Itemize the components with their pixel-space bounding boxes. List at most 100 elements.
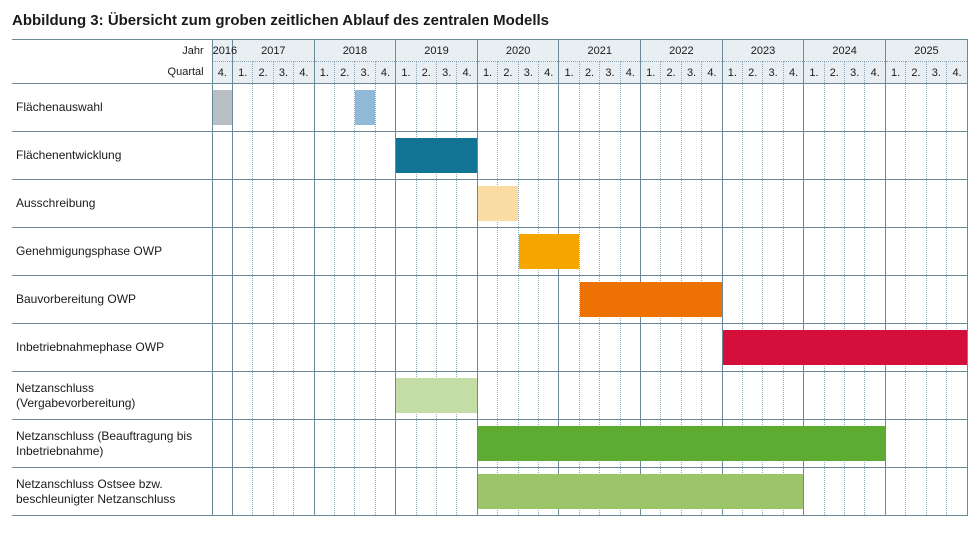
gantt-cell (477, 132, 497, 180)
gantt-cell (824, 180, 844, 228)
gantt-cell (457, 420, 477, 468)
gantt-cell (947, 420, 968, 468)
year-2018: 2018 (314, 40, 396, 62)
gantt-cell (743, 324, 763, 372)
gantt-bar-segment (580, 474, 600, 509)
gantt-cell (437, 84, 457, 132)
gantt-cell (865, 180, 885, 228)
gantt-cell (681, 180, 701, 228)
gantt-cell (579, 276, 599, 324)
gantt-cell (437, 420, 457, 468)
gantt-cell (906, 420, 926, 468)
gantt-cell (437, 228, 457, 276)
gantt-cell (681, 324, 701, 372)
gantt-cell (212, 180, 232, 228)
gantt-cell (641, 324, 661, 372)
gantt-cell (396, 276, 416, 324)
gantt-bar-segment (865, 330, 885, 365)
gantt-cell (865, 132, 885, 180)
gantt-cell (641, 180, 661, 228)
gantt-cell (294, 180, 314, 228)
gantt-cell (396, 228, 416, 276)
gantt-cell (273, 180, 293, 228)
gantt-cell (783, 372, 803, 420)
gantt-bar-segment (498, 426, 518, 461)
gantt-bar-segment (702, 282, 721, 317)
gantt-cell (763, 228, 783, 276)
gantt-bar-segment (498, 474, 518, 509)
gantt-cell (702, 84, 722, 132)
gantt-cell (743, 132, 763, 180)
gantt-cell (416, 84, 436, 132)
gantt-cell (273, 84, 293, 132)
gantt-bar-segment (600, 282, 620, 317)
gantt-cell (661, 180, 681, 228)
gantt-cell (498, 420, 518, 468)
gantt-cell (416, 276, 436, 324)
gantt-cell (926, 180, 946, 228)
gantt-bar-segment (519, 474, 539, 509)
gantt-cell (865, 420, 885, 468)
qtr-cell: 1. (559, 62, 579, 84)
gantt-cell (559, 84, 579, 132)
gantt-cell (335, 324, 355, 372)
gantt-cell (906, 84, 926, 132)
qtr-cell: 3. (763, 62, 783, 84)
gantt-cell (212, 372, 232, 420)
gantt-bar-segment (682, 282, 702, 317)
gantt-cell (906, 276, 926, 324)
gantt-bar-segment (825, 426, 845, 461)
gantt-cell (335, 180, 355, 228)
gantt-cell (620, 324, 640, 372)
gantt-cell (314, 324, 334, 372)
gantt-cell (783, 324, 803, 372)
gantt-cell (865, 372, 885, 420)
gantt-cell (620, 372, 640, 420)
gantt-cell (375, 420, 395, 468)
gantt-cell (661, 276, 681, 324)
gantt-cell (396, 420, 416, 468)
gantt-cell (518, 468, 538, 516)
gantt-cell (763, 84, 783, 132)
gantt-cell (437, 468, 457, 516)
gantt-cell (661, 372, 681, 420)
gantt-bar-segment (539, 234, 559, 269)
gantt-cell (498, 84, 518, 132)
gantt-cell (620, 468, 640, 516)
gantt-bar-segment (457, 378, 476, 413)
gantt-cell (233, 372, 253, 420)
gantt-cell (947, 84, 968, 132)
qtr-cell: 2. (579, 62, 599, 84)
gantt-cell (396, 372, 416, 420)
gantt-cell (783, 84, 803, 132)
gantt-cell (579, 420, 599, 468)
gantt-cell (396, 468, 416, 516)
gantt-cell (763, 372, 783, 420)
gantt-cell (375, 180, 395, 228)
gantt-cell (763, 324, 783, 372)
gantt-cell (722, 324, 742, 372)
gantt-cell (722, 132, 742, 180)
gantt-cell (885, 468, 905, 516)
gantt-cell (702, 180, 722, 228)
gantt-chart: Jahr201620172018201920202021202220232024… (12, 39, 968, 516)
gantt-cell (824, 324, 844, 372)
gantt-cell (722, 420, 742, 468)
gantt-cell (600, 276, 620, 324)
gantt-cell (620, 132, 640, 180)
gantt-cell (498, 132, 518, 180)
year-2020: 2020 (477, 40, 559, 62)
gantt-cell (457, 276, 477, 324)
gantt-bar-segment (906, 330, 926, 365)
gantt-cell (681, 468, 701, 516)
gantt-bar-segment (580, 282, 600, 317)
qtr-cell: 3. (845, 62, 865, 84)
qtr-cell: 1. (396, 62, 416, 84)
gantt-cell (294, 84, 314, 132)
gantt-cell (763, 420, 783, 468)
gantt-bar-segment (559, 474, 579, 509)
gantt-cell (804, 84, 824, 132)
gantt-cell (722, 84, 742, 132)
gantt-cell (314, 132, 334, 180)
gantt-cell (906, 372, 926, 420)
